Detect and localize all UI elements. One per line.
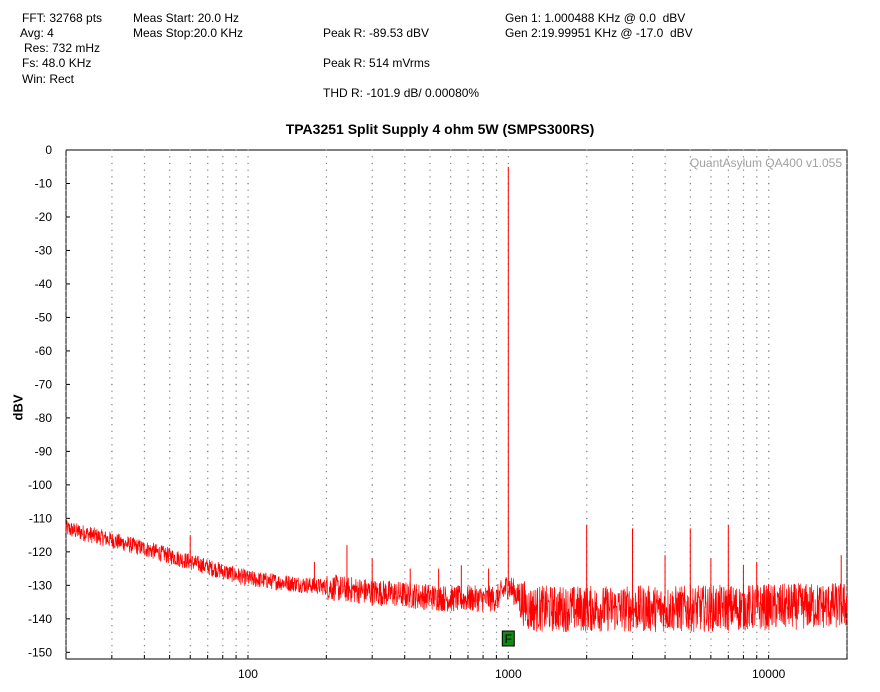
x-tick-label: 100 <box>238 667 258 681</box>
thd-label: THD R: -101.9 dB/ 0.00080% <box>323 86 480 100</box>
averages-label: Avg: 4 <box>20 26 54 40</box>
peak-vrms-label: Peak R: 514 mVrms <box>323 56 430 70</box>
y-tick-label: -130 <box>28 578 52 592</box>
y-tick-label: -40 <box>35 277 53 291</box>
fft-size-label: FFT: 32768 pts <box>22 11 103 25</box>
y-tick-label: -20 <box>35 210 53 224</box>
fundamental-marker: F <box>501 630 515 647</box>
y-tick-label: -60 <box>35 344 53 358</box>
y-tick-label: -100 <box>28 478 52 492</box>
y-tick-label: -70 <box>35 377 53 391</box>
grid-dots <box>65 149 848 660</box>
y-tick-label: 0 <box>45 143 52 157</box>
y-tick-label: -30 <box>35 243 53 257</box>
y-tick-label: -150 <box>28 645 52 659</box>
sample-rate-label: Fs: 48.0 KHz <box>22 56 92 70</box>
y-tick-label: -120 <box>28 545 52 559</box>
y-tick-label: -10 <box>35 176 53 190</box>
window-label: Win: Rect <box>22 72 75 86</box>
fundamental-marker-label: F <box>505 632 512 646</box>
y-tick-label: -50 <box>35 310 53 324</box>
x-tick-label: 10000 <box>752 667 786 681</box>
x-tick-label: 1000 <box>495 667 522 681</box>
spectrum-trace <box>65 520 848 633</box>
y-tick-label: -140 <box>28 612 52 626</box>
y-tick-label: -110 <box>29 511 52 525</box>
generator-1-label: Gen 1: 1.000488 KHz @ 0.0 dBV <box>505 11 686 25</box>
y-tick-label: -80 <box>35 411 53 425</box>
chart-title: TPA3251 Split Supply 4 ohm 5W (SMPS300RS… <box>285 121 595 137</box>
meas-stop-label: Meas Stop:20.0 KHz <box>133 26 244 40</box>
resolution-label: Res: 732 mHz <box>24 41 101 55</box>
plot-frame <box>65 149 848 660</box>
peak-dbv-label: Peak R: -89.53 dBV <box>323 26 430 40</box>
y-tick-label: -90 <box>35 444 53 458</box>
meas-start-label: Meas Start: 20.0 Hz <box>133 11 240 25</box>
watermark-label: QuantAsylum QA400 v1.055 <box>690 156 842 170</box>
generator-2-label: Gen 2:19.99951 KHz @ -17.0 dBV <box>505 26 693 40</box>
